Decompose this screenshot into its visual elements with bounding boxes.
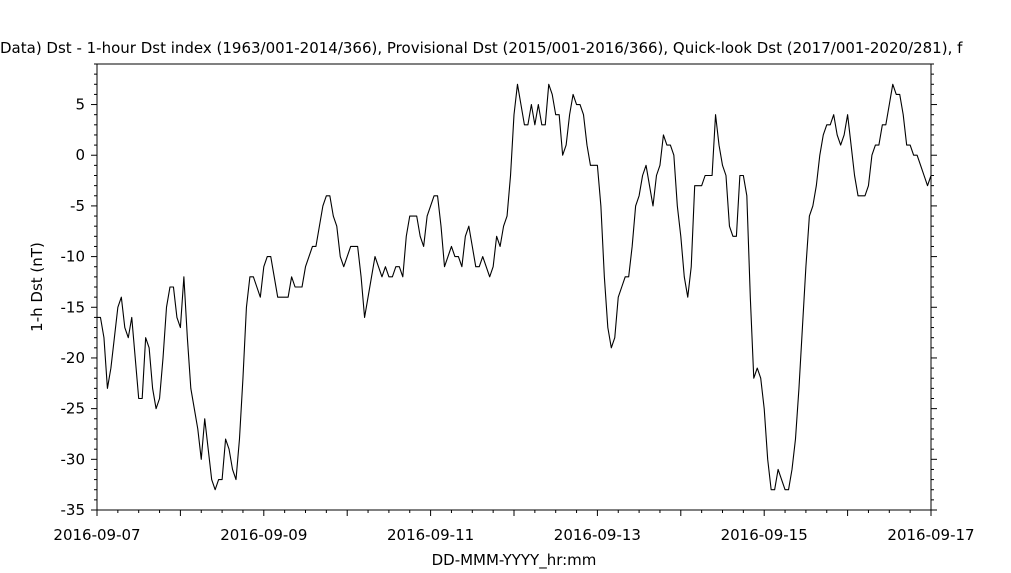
x-tick-label: 2016-09-17 — [887, 526, 974, 544]
y-axis-label: 1-h Dst (nT) — [28, 242, 46, 332]
y-tick-label: 5 — [75, 96, 85, 114]
y-tick-label: -10 — [61, 248, 86, 266]
x-tick-label: 2016-09-15 — [721, 526, 808, 544]
y-tick-label: -25 — [61, 400, 86, 418]
chart-title: Data) Dst - 1-hour Dst index (1963/001-2… — [0, 39, 963, 57]
x-tick-label: 2016-09-09 — [220, 526, 307, 544]
y-axis: 5 0 -5 -10 -15 -20 -25 -30 -35 — [61, 63, 937, 519]
y-tick-label: -5 — [70, 197, 85, 215]
y-tick-label: 0 — [75, 146, 85, 164]
y-tick-label: -20 — [61, 349, 86, 367]
x-tick-label: 2016-09-07 — [53, 526, 140, 544]
x-tick-label: 2016-09-13 — [554, 526, 641, 544]
y-tick-label: -35 — [61, 501, 86, 519]
dst-series-line — [97, 83, 932, 491]
x-axis-label: DD-MMM-YYYY_hr:mm — [432, 551, 597, 570]
plot-frame — [96, 63, 932, 511]
y-tick-label: -15 — [61, 298, 86, 316]
x-axis: 2016-09-07 2016-09-09 2016-09-11 2016-09-13… — [53, 510, 975, 544]
x-tick-label: 2016-09-11 — [387, 526, 474, 544]
y-tick-label: -30 — [61, 450, 86, 468]
